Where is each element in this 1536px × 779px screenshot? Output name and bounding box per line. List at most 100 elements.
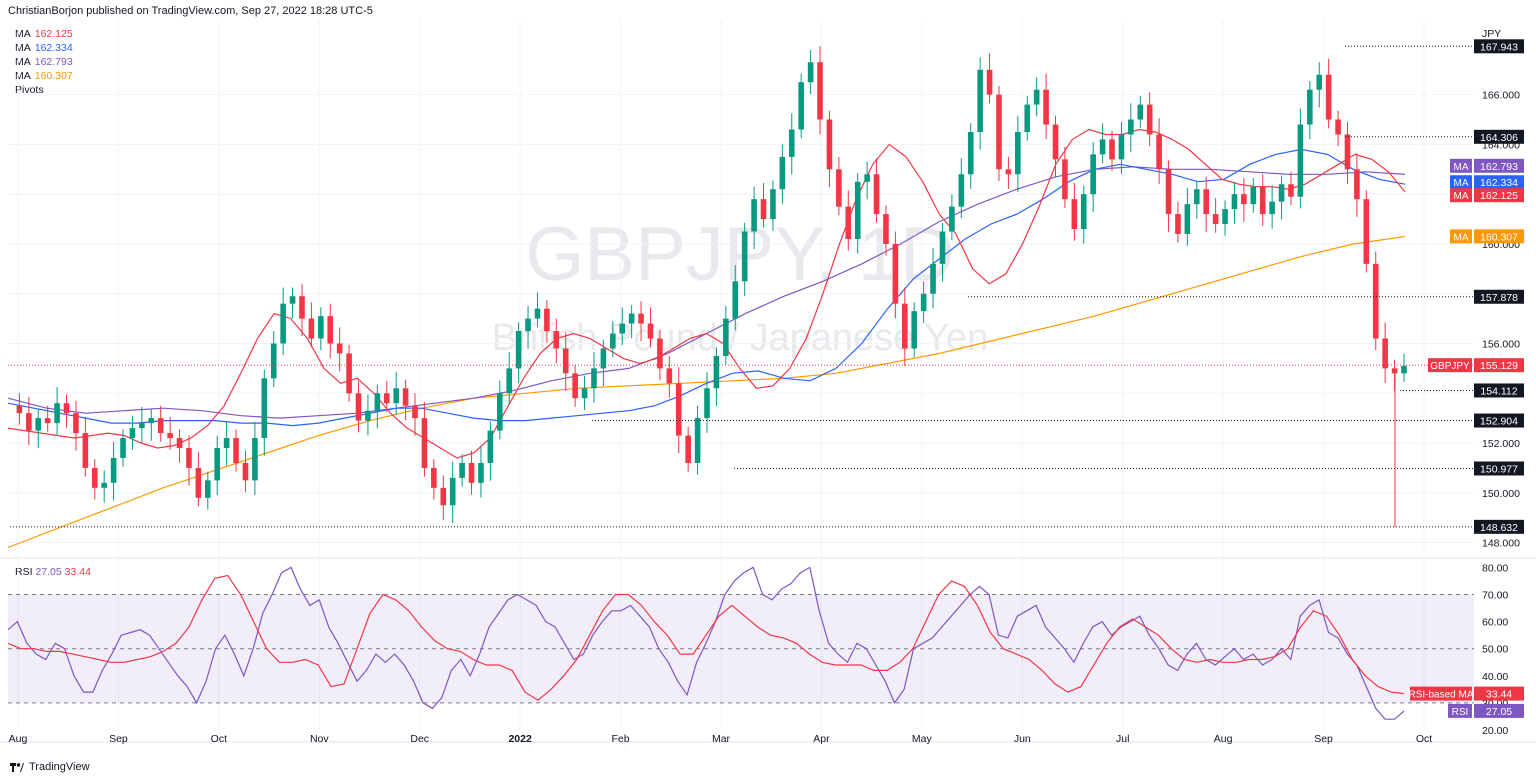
rsi-value-badge [1474, 686, 1524, 701]
candle-body [610, 333, 616, 349]
candle-body [110, 457, 117, 483]
axes: 148.000150.000152.000154.000156.000158.0… [9, 39, 1524, 745]
candle-body [129, 428, 136, 439]
candle-body [468, 462, 475, 483]
candle-body [1146, 104, 1153, 135]
time-tick-label: Feb [612, 733, 630, 745]
pivot-price-badge [1474, 383, 1524, 398]
candle-body [195, 467, 202, 498]
candle-body [836, 169, 842, 207]
candle-body [402, 388, 409, 406]
ma-name-label: MA [1454, 232, 1469, 243]
time-tick-label: Nov [310, 733, 329, 745]
candle-body [1071, 199, 1078, 230]
time-tick-label: Aug [1214, 733, 1233, 745]
pivot-price-label: 157.878 [1480, 292, 1518, 304]
price-tick-label: 152.000 [1482, 438, 1520, 450]
rsi-ma-line [7, 574, 1405, 701]
candle-body [600, 348, 607, 369]
candle-body [911, 311, 918, 349]
rsi-legend[interactable]: RSI 27.05 33.44 [15, 566, 91, 578]
candle-body [1118, 134, 1125, 160]
candle-body [638, 313, 644, 324]
legend-ma20[interactable]: MA 162.125 [15, 28, 73, 40]
candle-body [628, 313, 635, 324]
candle-body [515, 331, 522, 369]
candle-body [459, 462, 465, 478]
rsi-line [7, 566, 1405, 720]
ma-name-badge [1450, 175, 1472, 190]
time-tick-label: Oct [211, 733, 227, 745]
candle-body [289, 296, 296, 304]
candle-body [977, 69, 983, 132]
grid [0, 20, 1536, 743]
candle-body [139, 423, 145, 429]
candle-body [1363, 199, 1370, 264]
candle-body [176, 438, 183, 448]
candle-body [223, 438, 230, 448]
candle-body [544, 308, 550, 332]
rsi-legend-value: 27.05 [35, 566, 62, 578]
candle-body [1193, 189, 1200, 205]
candle-body [1184, 204, 1191, 234]
candle-body [817, 62, 823, 120]
candle-body [1175, 214, 1181, 234]
published-header: ChristianBorjon published on TradingView… [8, 5, 373, 17]
candle-body [1109, 139, 1115, 160]
legend-ma200-value: 160.307 [34, 70, 73, 82]
candle-body [1165, 169, 1172, 215]
time-tick-label: Jun [1014, 733, 1031, 745]
price-tick-label: 156.000 [1482, 338, 1520, 350]
candle-body [967, 131, 974, 175]
candle-body [496, 393, 503, 431]
rsi-tick-label: 70.00 [1482, 590, 1508, 602]
pivot-lines [8, 45, 1474, 528]
price-tick-label: 166.000 [1482, 90, 1520, 102]
legend-pivots[interactable]: Pivots [15, 84, 44, 96]
candle-body [949, 206, 955, 232]
candle-body [581, 388, 588, 399]
price-tick-label: 148.000 [1482, 538, 1520, 550]
ma-value-badge [1474, 188, 1524, 203]
rsi-tick-label: 40.00 [1482, 671, 1508, 683]
candle-body [1372, 263, 1379, 339]
legend-ma100[interactable]: MA 162.793 [15, 56, 73, 68]
candle-body [770, 189, 776, 220]
candle-body [788, 129, 795, 157]
candle-body [562, 348, 569, 374]
candle-body [1307, 89, 1313, 125]
legend-ma50[interactable]: MA 162.334 [15, 42, 73, 54]
indicator-legend: MA 162.125 MA 162.334 MA 162.793 MA 160.307 … [15, 27, 77, 97]
candle-body [1222, 209, 1228, 225]
time-tick-label: May [912, 733, 933, 745]
candle-body [996, 94, 1002, 170]
rsi-value-label: 27.05 [1486, 706, 1512, 718]
pivot-price-label: 164.306 [1480, 132, 1518, 144]
candle-body [440, 487, 447, 506]
ma-name-label: MA [1454, 191, 1469, 202]
time-tick-label: Mar [712, 733, 731, 745]
candle-body [308, 318, 315, 339]
ma-name-label: MA [1454, 178, 1469, 189]
ma-value-label: 160.307 [1480, 231, 1518, 243]
pivot-price-label: 152.904 [1480, 416, 1518, 428]
ma-value-label: 162.334 [1480, 177, 1518, 189]
rsi-legend-ma-value: 33.44 [64, 566, 91, 578]
candle-body [986, 69, 993, 95]
rsi-name-label: RSI-based MA [1408, 690, 1473, 701]
footer[interactable]: TradingView [10, 761, 90, 773]
time-tick-label: Oct [1416, 733, 1432, 745]
pivot-price-badge [1474, 289, 1524, 304]
candle-body [798, 82, 804, 130]
time-tick-label: Jul [1116, 733, 1129, 745]
legend-ma200[interactable]: MA 160.307 [15, 70, 73, 82]
candle-body [1325, 74, 1332, 120]
candle-body [270, 343, 277, 379]
candle-body [280, 303, 286, 344]
candle-body [779, 156, 786, 190]
time-tick-label: Aug [9, 733, 28, 745]
candle-body [854, 181, 861, 239]
pivot-price-label: 154.112 [1480, 385, 1517, 397]
ma-name-badge [1450, 158, 1472, 173]
